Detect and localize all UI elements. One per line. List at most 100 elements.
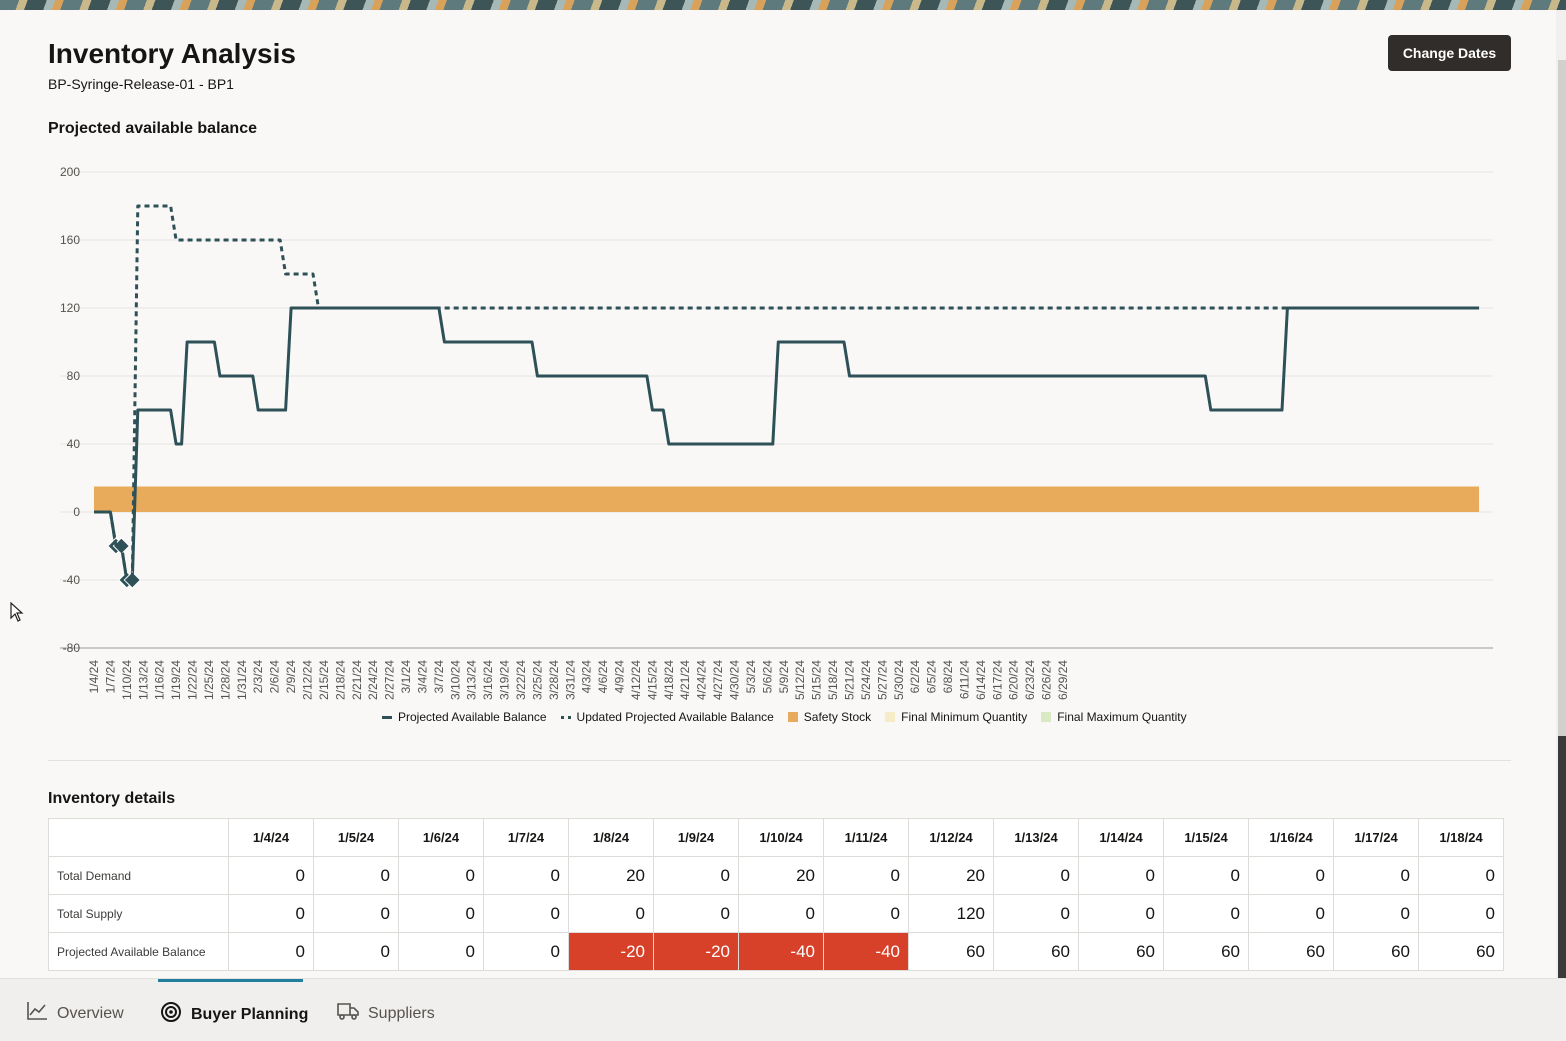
row-label: Projected Available Balance — [48, 932, 229, 971]
x-tick-label: 1/22/24 — [186, 660, 200, 700]
table-cell: 0 — [228, 894, 314, 933]
table-cell: 0 — [653, 894, 739, 933]
table-cell: 60 — [908, 932, 994, 971]
x-tick-label: 4/9/24 — [613, 660, 627, 694]
x-tick-label: 3/1/24 — [399, 660, 413, 694]
table-cell: -40 — [823, 932, 909, 971]
x-tick-label: 1/4/24 — [87, 660, 101, 694]
updated-balance-line — [94, 204, 1480, 582]
row-label: Total Supply — [48, 894, 229, 933]
x-tick-label: 4/21/24 — [678, 660, 692, 700]
x-tick-label: 3/22/24 — [514, 660, 528, 700]
nav-tab-buyer-planning[interactable]: Buyer Planning — [160, 1001, 308, 1028]
x-tick-label: 4/18/24 — [662, 660, 676, 700]
table-cell: 0 — [568, 894, 654, 933]
table-cell: 0 — [823, 894, 909, 933]
nav-tab-suppliers[interactable]: Suppliers — [337, 1001, 435, 1026]
x-tick-label: 6/26/24 — [1040, 660, 1054, 700]
table-cell: 0 — [313, 894, 399, 933]
safety-stock-band — [94, 486, 1480, 512]
nav-tab-overview[interactable]: Overview — [26, 1001, 124, 1026]
shortage-marker — [123, 571, 142, 589]
page-title: Inventory Analysis — [48, 38, 296, 69]
table-cell: 0 — [993, 856, 1079, 895]
legend-label: Safety Stock — [803, 710, 872, 724]
table-cell: 0 — [738, 894, 824, 933]
x-tick-label: 6/14/24 — [974, 660, 988, 700]
legend-label: Final Minimum Quantity — [901, 710, 1028, 724]
legend-label: Updated Projected Available Balance — [576, 710, 774, 724]
section-divider — [48, 760, 1511, 761]
column-header: 1/4/24 — [228, 818, 314, 857]
legend-item[interactable]: Projected Available Balance — [382, 710, 547, 724]
header-banner — [0, 0, 1566, 10]
table-cell: 20 — [568, 856, 654, 895]
x-tick-label: 6/5/24 — [925, 660, 939, 694]
column-header: 1/11/24 — [823, 818, 909, 857]
table-cell: 0 — [313, 856, 399, 895]
table-cell: 0 — [1418, 894, 1504, 933]
legend-item[interactable]: Final Minimum Quantity — [885, 710, 1027, 724]
table-cell: 60 — [993, 932, 1079, 971]
x-tick-label: 5/27/24 — [875, 660, 889, 700]
change-dates-button[interactable]: Change Dates — [1388, 35, 1511, 71]
column-header: 1/9/24 — [653, 818, 739, 857]
table-header-row: 1/4/24 1/5/24 1/6/24 1/7/24 1/8/24 1/9/24 1/10… — [48, 818, 1504, 857]
legend-swatch — [885, 712, 896, 722]
x-tick-label: 6/8/24 — [941, 660, 955, 694]
x-tick-label: 6/2/24 — [908, 660, 922, 694]
column-header: 1/15/24 — [1163, 818, 1249, 857]
y-tick-label: -40 — [63, 573, 81, 587]
x-tick-label: 5/3/24 — [744, 660, 758, 694]
x-tick-label: 3/28/24 — [547, 660, 561, 700]
x-tick-label: 1/7/24 — [103, 660, 117, 694]
x-tick-label: 5/6/24 — [760, 660, 774, 694]
column-header: 1/12/24 — [908, 818, 994, 857]
chart-title: Projected available balance — [48, 120, 257, 137]
table-cell: 60 — [1418, 932, 1504, 971]
legend-item[interactable]: Final Maximum Quantity — [1041, 710, 1187, 724]
table-cell: 0 — [483, 856, 569, 895]
legend-label: Projected Available Balance — [398, 710, 547, 724]
x-tick-label: 3/16/24 — [481, 660, 495, 700]
y-tick-label: 120 — [60, 301, 80, 315]
table-cell: 0 — [823, 856, 909, 895]
table-cell: 0 — [1333, 894, 1419, 933]
column-header: 1/13/24 — [993, 818, 1079, 857]
projected-balance-line — [94, 306, 1480, 582]
x-tick-label: 5/9/24 — [777, 660, 791, 694]
y-tick-label: 200 — [60, 165, 80, 179]
x-tick-label: 2/27/24 — [383, 660, 397, 700]
bottom-navigation: Overview Buyer Planning Suppliers — [0, 978, 1566, 1041]
x-tick-label: 4/15/24 — [645, 660, 659, 700]
x-tick-label: 1/10/24 — [120, 660, 134, 700]
x-tick-label: 2/6/24 — [268, 660, 282, 694]
x-tick-label: 2/18/24 — [333, 660, 347, 700]
table-cell: 0 — [398, 856, 484, 895]
legend-item[interactable]: Updated Projected Available Balance — [560, 710, 774, 724]
x-tick-label: 3/31/24 — [563, 660, 577, 700]
table-cell: 120 — [908, 894, 994, 933]
column-header: 1/6/24 — [398, 818, 484, 857]
legend-item[interactable]: Safety Stock — [787, 710, 872, 724]
table-cell: 0 — [1078, 894, 1164, 933]
scrollbar-thumb[interactable] — [1558, 736, 1566, 978]
table-cell: -40 — [738, 932, 824, 971]
column-header: 1/7/24 — [483, 818, 569, 857]
legend-swatch — [787, 712, 798, 722]
table-cell: 0 — [228, 856, 314, 895]
column-header: 1/10/24 — [738, 818, 824, 857]
y-tick-label: 0 — [73, 505, 80, 519]
x-tick-label: 5/24/24 — [859, 660, 873, 700]
table-corner-cell — [48, 818, 229, 857]
nav-tab-label: Suppliers — [368, 1004, 435, 1022]
x-tick-label: 1/28/24 — [218, 660, 232, 700]
table-cell: 0 — [1248, 856, 1334, 895]
table-cell: 0 — [483, 894, 569, 933]
x-tick-label: 6/20/24 — [1007, 660, 1021, 700]
x-tick-label: 3/13/24 — [465, 660, 479, 700]
table-cell: 0 — [483, 932, 569, 971]
column-header: 1/14/24 — [1078, 818, 1164, 857]
x-tick-label: 5/30/24 — [892, 660, 906, 700]
